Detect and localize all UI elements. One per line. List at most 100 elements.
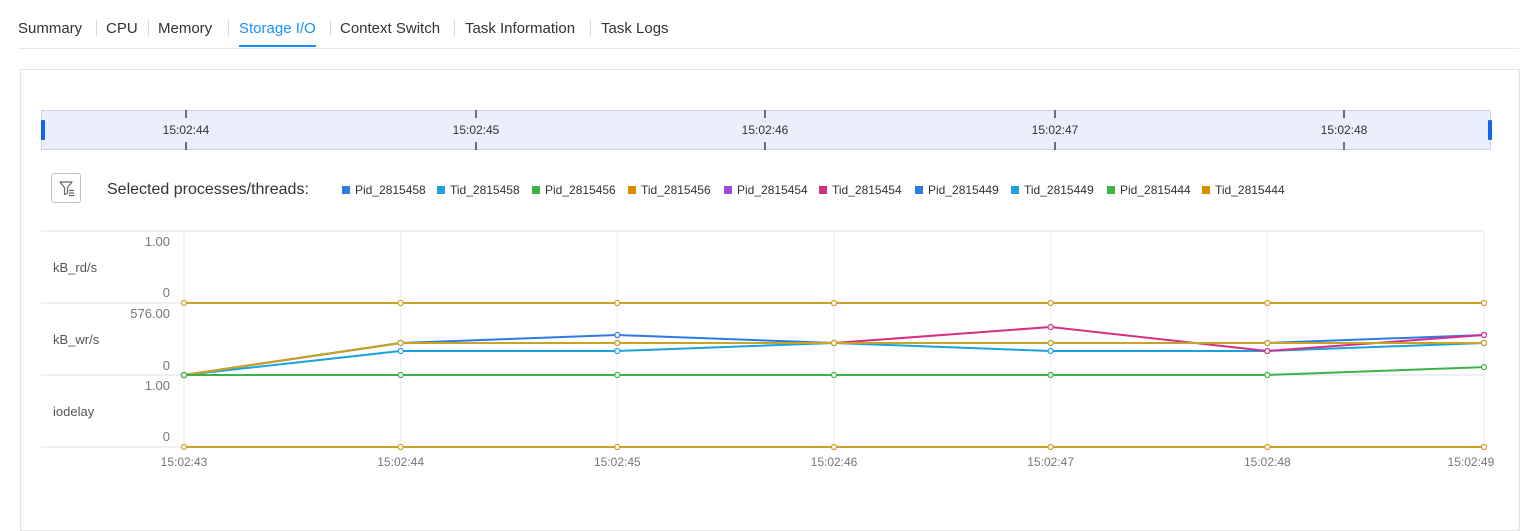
tab-summary[interactable]: Summary xyxy=(18,20,83,37)
series-point xyxy=(614,347,621,355)
timeline-tick-label: 15:02:46 xyxy=(741,123,789,137)
tab-cpu[interactable]: CPU xyxy=(106,20,138,37)
series-point xyxy=(397,347,404,355)
tab-divider xyxy=(228,20,229,36)
legend-item[interactable]: Pid_2815449 xyxy=(915,183,999,197)
legend-swatch xyxy=(915,186,923,194)
active-tab-indicator xyxy=(239,45,316,47)
legend-label: Pid_2815449 xyxy=(928,183,999,197)
x-axis-tick-label: 15:02:44 xyxy=(377,455,425,469)
series-point xyxy=(614,443,621,451)
series-point xyxy=(180,371,188,379)
series-point xyxy=(1480,331,1488,339)
tab-memory[interactable]: Memory xyxy=(158,20,213,37)
legend-label: Tid_2815454 xyxy=(832,183,902,197)
tab-divider xyxy=(148,20,149,36)
timeline-tick-label: 15:02:44 xyxy=(162,123,210,137)
timeline-tick xyxy=(764,110,766,118)
legend-item[interactable]: Tid_2815458 xyxy=(437,183,520,197)
x-axis-tick-label: 15:02:48 xyxy=(1243,455,1291,469)
row-label-iodelay: iodelay xyxy=(53,404,95,419)
series-point xyxy=(1047,371,1054,379)
tab-task-information[interactable]: Task Information xyxy=(465,20,576,37)
series-point xyxy=(614,331,621,339)
tab-storage-io[interactable]: Storage I/O xyxy=(239,20,316,37)
legend-swatch xyxy=(1107,186,1115,194)
timeline-right-handle[interactable] xyxy=(1488,120,1492,140)
legend-label: Pid_2815444 xyxy=(1120,183,1191,197)
timeline-tick xyxy=(1054,142,1056,150)
filter-list-icon xyxy=(59,181,74,197)
legend-item[interactable]: Pid_2815454 xyxy=(724,183,808,197)
series-point xyxy=(1047,299,1054,307)
timeline-tick-label: 15:02:45 xyxy=(452,123,500,137)
series-point xyxy=(180,299,188,307)
series-point xyxy=(180,443,188,451)
series-point xyxy=(397,299,404,307)
timeline-tick xyxy=(764,142,766,150)
series-point xyxy=(830,371,838,379)
x-axis-tick-label: 15:02:46 xyxy=(810,455,858,469)
series-point xyxy=(830,443,838,451)
timeline-tick-label: 15:02:48 xyxy=(1320,123,1368,137)
tab-task-logs[interactable]: Task Logs xyxy=(601,20,669,37)
legend-swatch xyxy=(342,186,350,194)
row-label-kb-wr: kB_wr/s xyxy=(53,332,100,347)
legend-item[interactable]: Pid_2815458 xyxy=(342,183,426,197)
timeline-tick xyxy=(185,142,187,150)
series-point xyxy=(1047,323,1054,331)
x-axis-tick-label: 15:02:47 xyxy=(1027,455,1075,469)
legend-swatch xyxy=(628,186,636,194)
storage-io-chart xyxy=(41,230,1488,451)
y-tick-iodelay-min: 0 xyxy=(162,429,170,444)
legend-swatch xyxy=(437,186,445,194)
legend-label: Pid_2815458 xyxy=(355,183,426,197)
timeline-tick xyxy=(475,142,477,150)
series-point xyxy=(1480,339,1488,347)
filter-button[interactable] xyxy=(51,173,81,203)
timeline-tick xyxy=(1343,142,1345,150)
legend-label: Tid_2815456 xyxy=(641,183,711,197)
tab-divider xyxy=(330,20,331,36)
series-point xyxy=(1047,339,1054,347)
legend-item[interactable]: Pid_2815456 xyxy=(532,183,616,197)
series-point xyxy=(1480,364,1488,371)
y-tick-kb-rd-max: 1.00 xyxy=(144,234,170,249)
tab-divider xyxy=(96,20,97,36)
x-axis-tick-label: 15:02:49 xyxy=(1447,455,1495,469)
series-point xyxy=(1047,347,1054,355)
y-tick-kb-wr-min: 0 xyxy=(162,358,170,373)
series-point xyxy=(614,339,621,347)
legend-item[interactable]: Tid_2815444 xyxy=(1202,183,1285,197)
timeline-tick xyxy=(1054,110,1056,118)
legend-item[interactable]: Tid_2815454 xyxy=(819,183,902,197)
legend-swatch xyxy=(724,186,732,194)
legend-swatch xyxy=(819,186,827,194)
y-tick-iodelay-max: 1.00 xyxy=(144,378,170,393)
tab-bar: Summary CPU Memory Storage I/O Context S… xyxy=(18,0,1519,49)
series-point xyxy=(1264,347,1271,355)
timeline-left-handle[interactable] xyxy=(41,120,45,140)
legend-label: Tid_2815449 xyxy=(1024,183,1094,197)
legend-title: Selected processes/threads: xyxy=(107,181,309,198)
tab-divider xyxy=(454,20,455,36)
legend-item[interactable]: Tid_2815456 xyxy=(628,183,711,197)
series-point xyxy=(830,339,838,347)
legend-item[interactable]: Pid_2815444 xyxy=(1107,183,1191,197)
timeline-tick xyxy=(475,110,477,118)
legend-label: Tid_2815458 xyxy=(450,183,520,197)
tab-context-switch[interactable]: Context Switch xyxy=(340,20,441,37)
series-point xyxy=(1480,443,1488,451)
timeline-tick-label: 15:02:47 xyxy=(1031,123,1079,137)
series-point xyxy=(397,371,404,379)
series-point xyxy=(830,299,838,307)
legend-item[interactable]: Tid_2815449 xyxy=(1011,183,1094,197)
legend-label: Tid_2815444 xyxy=(1215,183,1285,197)
y-tick-kb-wr-max: 576.00 xyxy=(130,306,170,321)
series-point xyxy=(397,339,404,347)
series-point xyxy=(397,443,404,451)
series-point xyxy=(1047,443,1054,451)
legend-label: Pid_2815456 xyxy=(545,183,616,197)
legend-swatch xyxy=(532,186,540,194)
legend-label: Pid_2815454 xyxy=(737,183,808,197)
